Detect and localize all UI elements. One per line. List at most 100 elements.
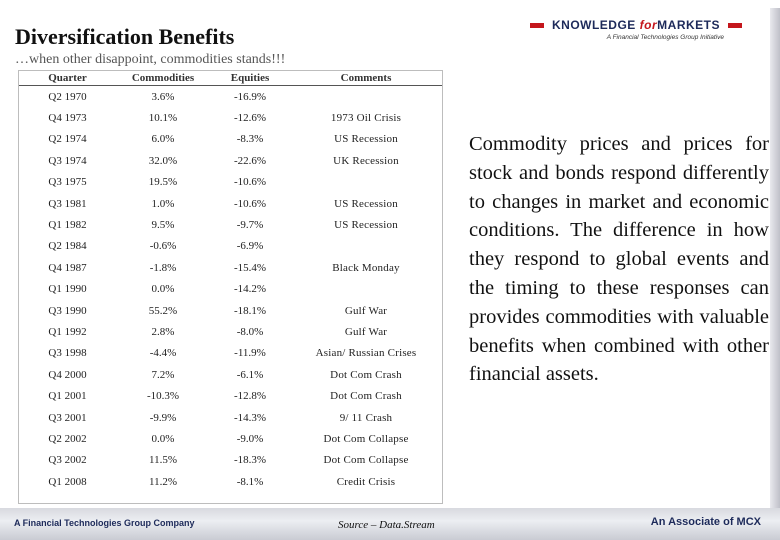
cell-equities: -14.3% [233,411,267,424]
right-decorative-rail [770,8,780,508]
cell-quarter: Q3 1998 [48,347,87,360]
cell-quarter: Q3 2001 [48,411,87,424]
table-row: Q3 2001 -9.9% -14.3% 9/ 11 Crash [19,407,442,428]
cell-quarter: Q4 1987 [48,261,87,274]
footer-left-text: A Financial Technologies Group Company [14,518,195,528]
cell-quarter: Q1 1982 [48,219,87,232]
cell-comment: 1973 Oil Crisis [330,112,402,125]
cell-commodities: 9.5% [151,219,175,232]
table-row: Q2 1974 6.0% -8.3% US Recession [19,129,442,150]
logo-bar-left-icon [529,22,544,28]
cell-comment: US Recession [334,197,398,210]
slide-subtitle: …when other disappoint, commodities stan… [15,52,286,67]
cell-equities: -10.6% [233,176,267,189]
table-row: Q1 2001 -10.3% -12.8% Dot Com Crash [19,385,442,406]
cell-comment: Dot Com Collapse [323,454,409,467]
cell-commodities: -4.4% [149,347,177,360]
cell-commodities: 2.8% [151,325,175,338]
cell-quarter: Q1 1990 [48,283,87,296]
cell-commodities: -10.3% [146,390,180,403]
header-equities: Equities [210,71,290,86]
cell-commodities: 6.0% [151,133,175,146]
body-paragraph: Commodity prices and prices for stock an… [469,133,769,386]
logo-wordmark: KNOWLEDGE forMARKETS [551,18,720,32]
header-commodities: Commodities [116,71,210,86]
cell-comment: US Recession [334,219,398,232]
table-row: Q4 1973 10.1% -12.6% 1973 Oil Crisis [19,107,442,128]
cell-comment: Dot Com Collapse [323,432,409,445]
cell-comment [290,279,442,300]
cell-quarter: Q3 2002 [48,454,87,467]
cell-commodities: 10.1% [148,112,178,125]
cell-equities: -8.0% [236,325,264,338]
table-row: Q3 1981 1.0% -10.6% US Recession [19,193,442,214]
cell-equities: -9.0% [236,432,264,445]
cell-comment [290,172,442,193]
cell-equities: -18.1% [233,304,267,317]
logo-tagline: A Financial Technologies Group Initiativ… [606,34,724,41]
table-body: Q2 1970 3.6% -16.9% Q4 1973 10.1% -12.6% 1973 … [19,86,442,493]
cell-comment: Black Monday [332,261,400,274]
cell-comment: 9/ 11 Crash [339,411,393,424]
cell-equities: -22.6% [233,154,267,167]
cell-equities: -9.7% [236,219,264,232]
table-row: Q2 1970 3.6% -16.9% [19,86,442,108]
cell-comment: US Recession [334,133,398,146]
cell-commodities: 7.2% [151,368,175,381]
table-row: Q3 1998 -4.4% -11.9% Asian/ Russian Crises [19,343,442,364]
cell-commodities: -1.8% [149,261,177,274]
cell-equities: -6.9% [236,240,264,253]
cell-equities: -18.3% [233,454,267,467]
cell-equities: -11.9% [234,347,266,360]
cell-commodities: 11.5% [148,454,177,467]
cell-quarter: Q1 2008 [48,475,87,488]
cell-quarter: Q4 2000 [48,368,87,381]
cell-comment: UK Recession [333,154,399,167]
table-row: Q2 2002 0.0% -9.0% Dot Com Collapse [19,428,442,449]
header-comments: Comments [290,71,442,86]
table-row: Q3 2002 11.5% -18.3% Dot Com Collapse [19,450,442,471]
table-row: Q1 2008 11.2% -8.1% Credit Crisis [19,471,442,492]
table-row: Q1 1982 9.5% -9.7% US Recession [19,214,442,235]
knowledge-for-markets-logo: KNOWLEDGE forMARKETS A Financial Technol… [529,18,742,41]
cell-equities: -12.8% [233,390,267,403]
cell-quarter: Q1 1992 [48,325,87,338]
cell-comment: Gulf War [344,304,388,317]
cell-equities: -14.2% [233,283,267,296]
cell-equities: -6.1% [236,368,264,381]
cell-equities: -8.3% [236,133,264,146]
cell-comment: Gulf War [344,325,388,338]
cell-comment: Dot Com Crash [330,368,402,381]
cell-quarter: Q4 1973 [48,112,87,125]
cell-commodities: 11.2% [148,475,177,488]
cell-quarter: Q1 2001 [48,390,87,403]
cell-commodities: 19.5% [148,176,178,189]
cell-commodities: -0.6% [149,240,177,253]
footer-right-text: An Associate of MCX [650,516,761,528]
table-header-row: Quarter Commodities Equities Comments [19,71,442,86]
cell-commodities: 0.0% [151,432,175,445]
diversification-table-container: Quarter Commodities Equities Comments Q2… [18,70,443,504]
slide-title: Diversification Benefits [15,24,235,49]
table-row: Q4 2000 7.2% -6.1% Dot Com Crash [19,364,442,385]
cell-comment [290,86,442,108]
cell-equities: -12.6% [233,112,267,125]
header-quarter: Quarter [19,71,116,86]
cell-comment: Credit Crisis [336,475,396,488]
table-row: Q3 1975 19.5% -10.6% [19,172,442,193]
cell-quarter: Q2 1984 [48,240,87,253]
cell-commodities: 0.0% [151,283,175,296]
table-row: Q1 1990 0.0% -14.2% [19,279,442,300]
cell-quarter: Q3 1981 [48,197,87,210]
cell-commodities: -9.9% [149,411,177,424]
table-row: Q2 1984 -0.6% -6.9% [19,236,442,257]
logo-bar-right-icon [728,22,742,28]
cell-quarter: Q2 1974 [48,133,87,146]
cell-equities: -10.6% [233,197,267,210]
cell-quarter: Q2 2002 [48,432,87,445]
cell-quarter: Q3 1990 [48,304,87,317]
cell-quarter: Q3 1974 [48,154,87,167]
diversification-table: Quarter Commodities Equities Comments Q2… [19,71,442,492]
cell-equities: -15.4% [233,261,267,274]
